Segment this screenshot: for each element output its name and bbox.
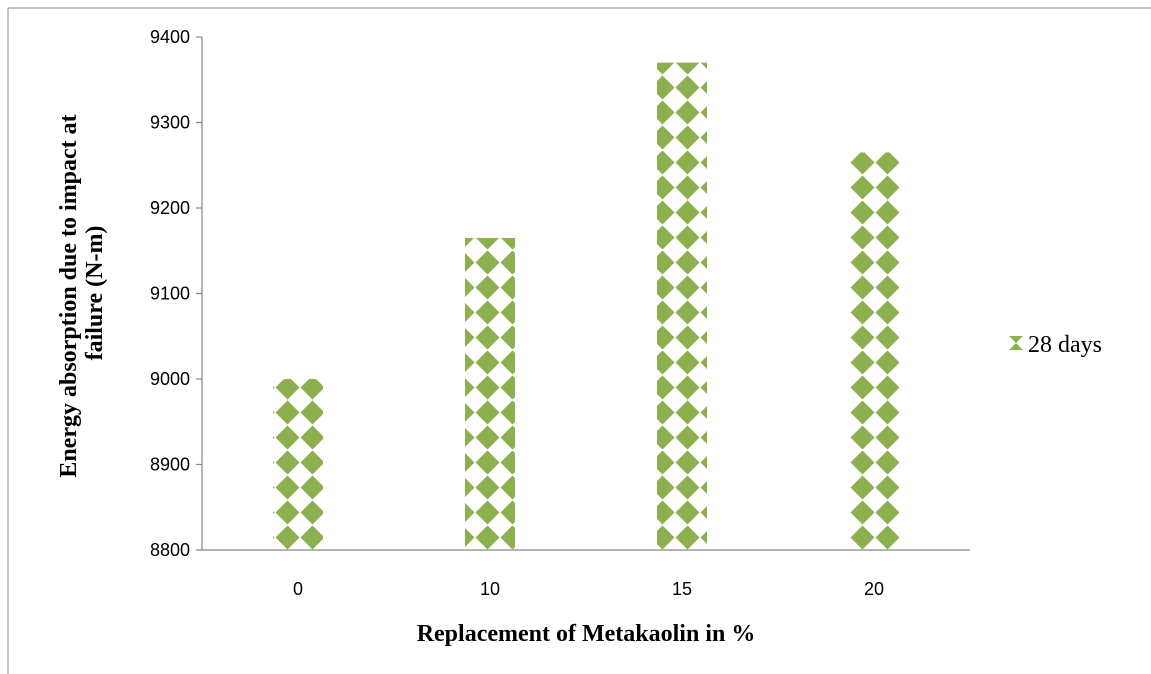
y-tick-label: 9100 xyxy=(150,284,190,304)
x-tick-label: 0 xyxy=(293,579,303,599)
legend-label: 28 days xyxy=(1028,332,1102,358)
y-tick-label: 9000 xyxy=(150,369,190,389)
bar-10 xyxy=(465,237,515,551)
x-axis-title: Replacement of Metakaolin in % xyxy=(417,621,756,647)
bars xyxy=(273,62,899,551)
x-tick-label: 10 xyxy=(480,579,500,599)
y-tick-label: 9200 xyxy=(150,198,190,218)
x-axis-ticks: 0 10 15 20 xyxy=(293,579,884,599)
x-tick-label: 15 xyxy=(672,579,692,599)
y-tick-label: 9400 xyxy=(150,27,190,47)
y-axis-title-line-2: failure (N-m) xyxy=(82,226,108,361)
y-tick-label: 9300 xyxy=(150,113,190,133)
x-tick-label: 20 xyxy=(864,579,884,599)
y-tick-label: 8900 xyxy=(150,455,190,475)
bar-15 xyxy=(657,62,707,551)
y-axis-title: Energy absorption due to impact at failu… xyxy=(56,108,108,477)
y-tick-label: 8800 xyxy=(150,540,190,560)
y-axis-title-line-1: Energy absorption due to impact at xyxy=(56,114,82,477)
bar-0 xyxy=(273,379,323,550)
y-axis-ticks: 8800 8900 9000 9100 9200 9300 9400 xyxy=(150,27,202,560)
bar-20 xyxy=(849,152,899,551)
legend: 28 days xyxy=(1009,332,1102,358)
legend-marker-icon xyxy=(1009,336,1023,350)
